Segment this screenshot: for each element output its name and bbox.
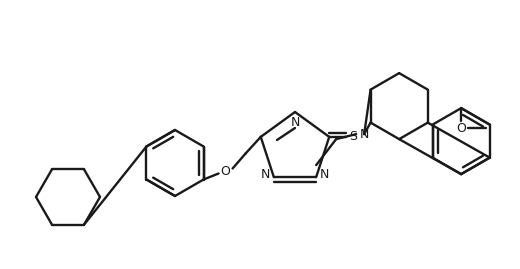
Text: N: N bbox=[290, 115, 300, 129]
Text: O: O bbox=[456, 122, 466, 134]
Text: N: N bbox=[261, 168, 270, 180]
Text: S: S bbox=[349, 130, 357, 143]
Text: N: N bbox=[359, 128, 369, 141]
Text: N: N bbox=[319, 168, 329, 180]
Text: O: O bbox=[220, 165, 230, 178]
